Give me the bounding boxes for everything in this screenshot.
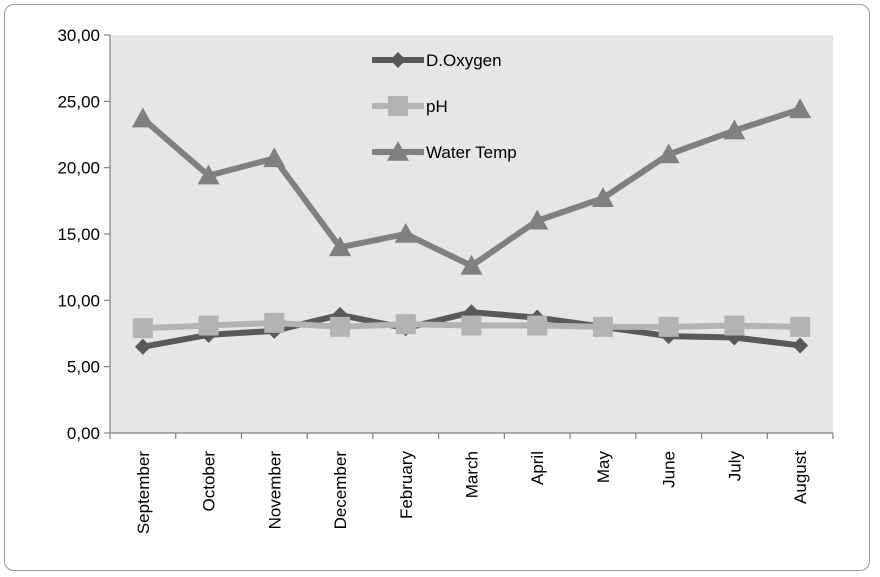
legend-label: D.Oxygen: [426, 51, 502, 70]
x-tick-label: October: [200, 451, 219, 512]
legend-label: pH: [426, 97, 448, 116]
data-point: [592, 316, 613, 337]
legend-item: Water Temp: [372, 141, 517, 162]
plot-area: [110, 35, 833, 433]
legend-marker: [387, 141, 409, 161]
x-tick-label: March: [463, 451, 482, 498]
data-point: [329, 236, 352, 257]
x-tick-label: August: [791, 451, 810, 504]
data-point: [526, 209, 549, 230]
y-tick-label: 30,00: [57, 26, 100, 45]
y-tick-label: 25,00: [57, 92, 100, 111]
x-tick-label: April: [528, 451, 547, 485]
y-tick-label: 10,00: [57, 291, 100, 310]
x-tick-label: July: [725, 451, 744, 482]
y-tick-label: 0,00: [67, 424, 100, 443]
data-point: [790, 316, 811, 337]
data-point: [658, 316, 679, 337]
x-tick-label: November: [265, 451, 284, 530]
data-point: [132, 318, 153, 339]
y-tick-label: 5,00: [67, 358, 100, 377]
data-point: [724, 315, 745, 336]
data-point: [198, 315, 219, 336]
legend: D.Oxygen pH Water Temp: [372, 51, 517, 162]
x-tick-label: February: [397, 451, 416, 520]
series-layer: [131, 98, 812, 355]
x-tick-label: September: [134, 451, 153, 534]
x-tick-label: December: [331, 451, 350, 530]
x-tick-label: May: [594, 451, 613, 484]
legend-item: D.Oxygen: [372, 51, 502, 70]
data-point: [394, 223, 417, 243]
data-point: [461, 315, 482, 336]
data-point: [264, 312, 285, 333]
data-point: [134, 338, 151, 355]
data-point: [197, 164, 220, 185]
x-tick-label: June: [660, 451, 679, 488]
x-axis: September October November December February…: [109, 432, 834, 534]
data-point: [657, 143, 680, 164]
data-point: [395, 314, 416, 335]
data-point: [131, 107, 154, 128]
data-point: [460, 254, 483, 275]
data-point: [330, 316, 351, 337]
data-point: [792, 337, 809, 354]
legend-label: Water Temp: [426, 143, 517, 162]
series-water-temp: [131, 98, 812, 275]
data-point: [263, 147, 286, 168]
y-axis: 0,00 5,00 10,00 15,00 20,00 25,00 30,00: [57, 26, 111, 443]
data-point: [591, 187, 614, 207]
data-point: [723, 119, 746, 140]
y-tick-label: 15,00: [57, 225, 100, 244]
series-ph: [132, 312, 811, 339]
y-tick-label: 20,00: [57, 159, 100, 178]
legend-item: pH: [372, 96, 448, 116]
legend-marker: [390, 52, 406, 68]
legend-marker: [388, 96, 408, 116]
data-point: [527, 315, 548, 336]
data-point: [789, 98, 812, 119]
